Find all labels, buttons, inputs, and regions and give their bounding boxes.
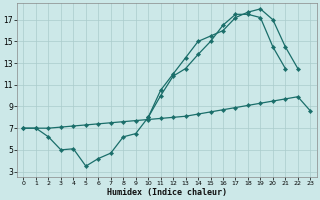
X-axis label: Humidex (Indice chaleur): Humidex (Indice chaleur) [107, 188, 227, 197]
